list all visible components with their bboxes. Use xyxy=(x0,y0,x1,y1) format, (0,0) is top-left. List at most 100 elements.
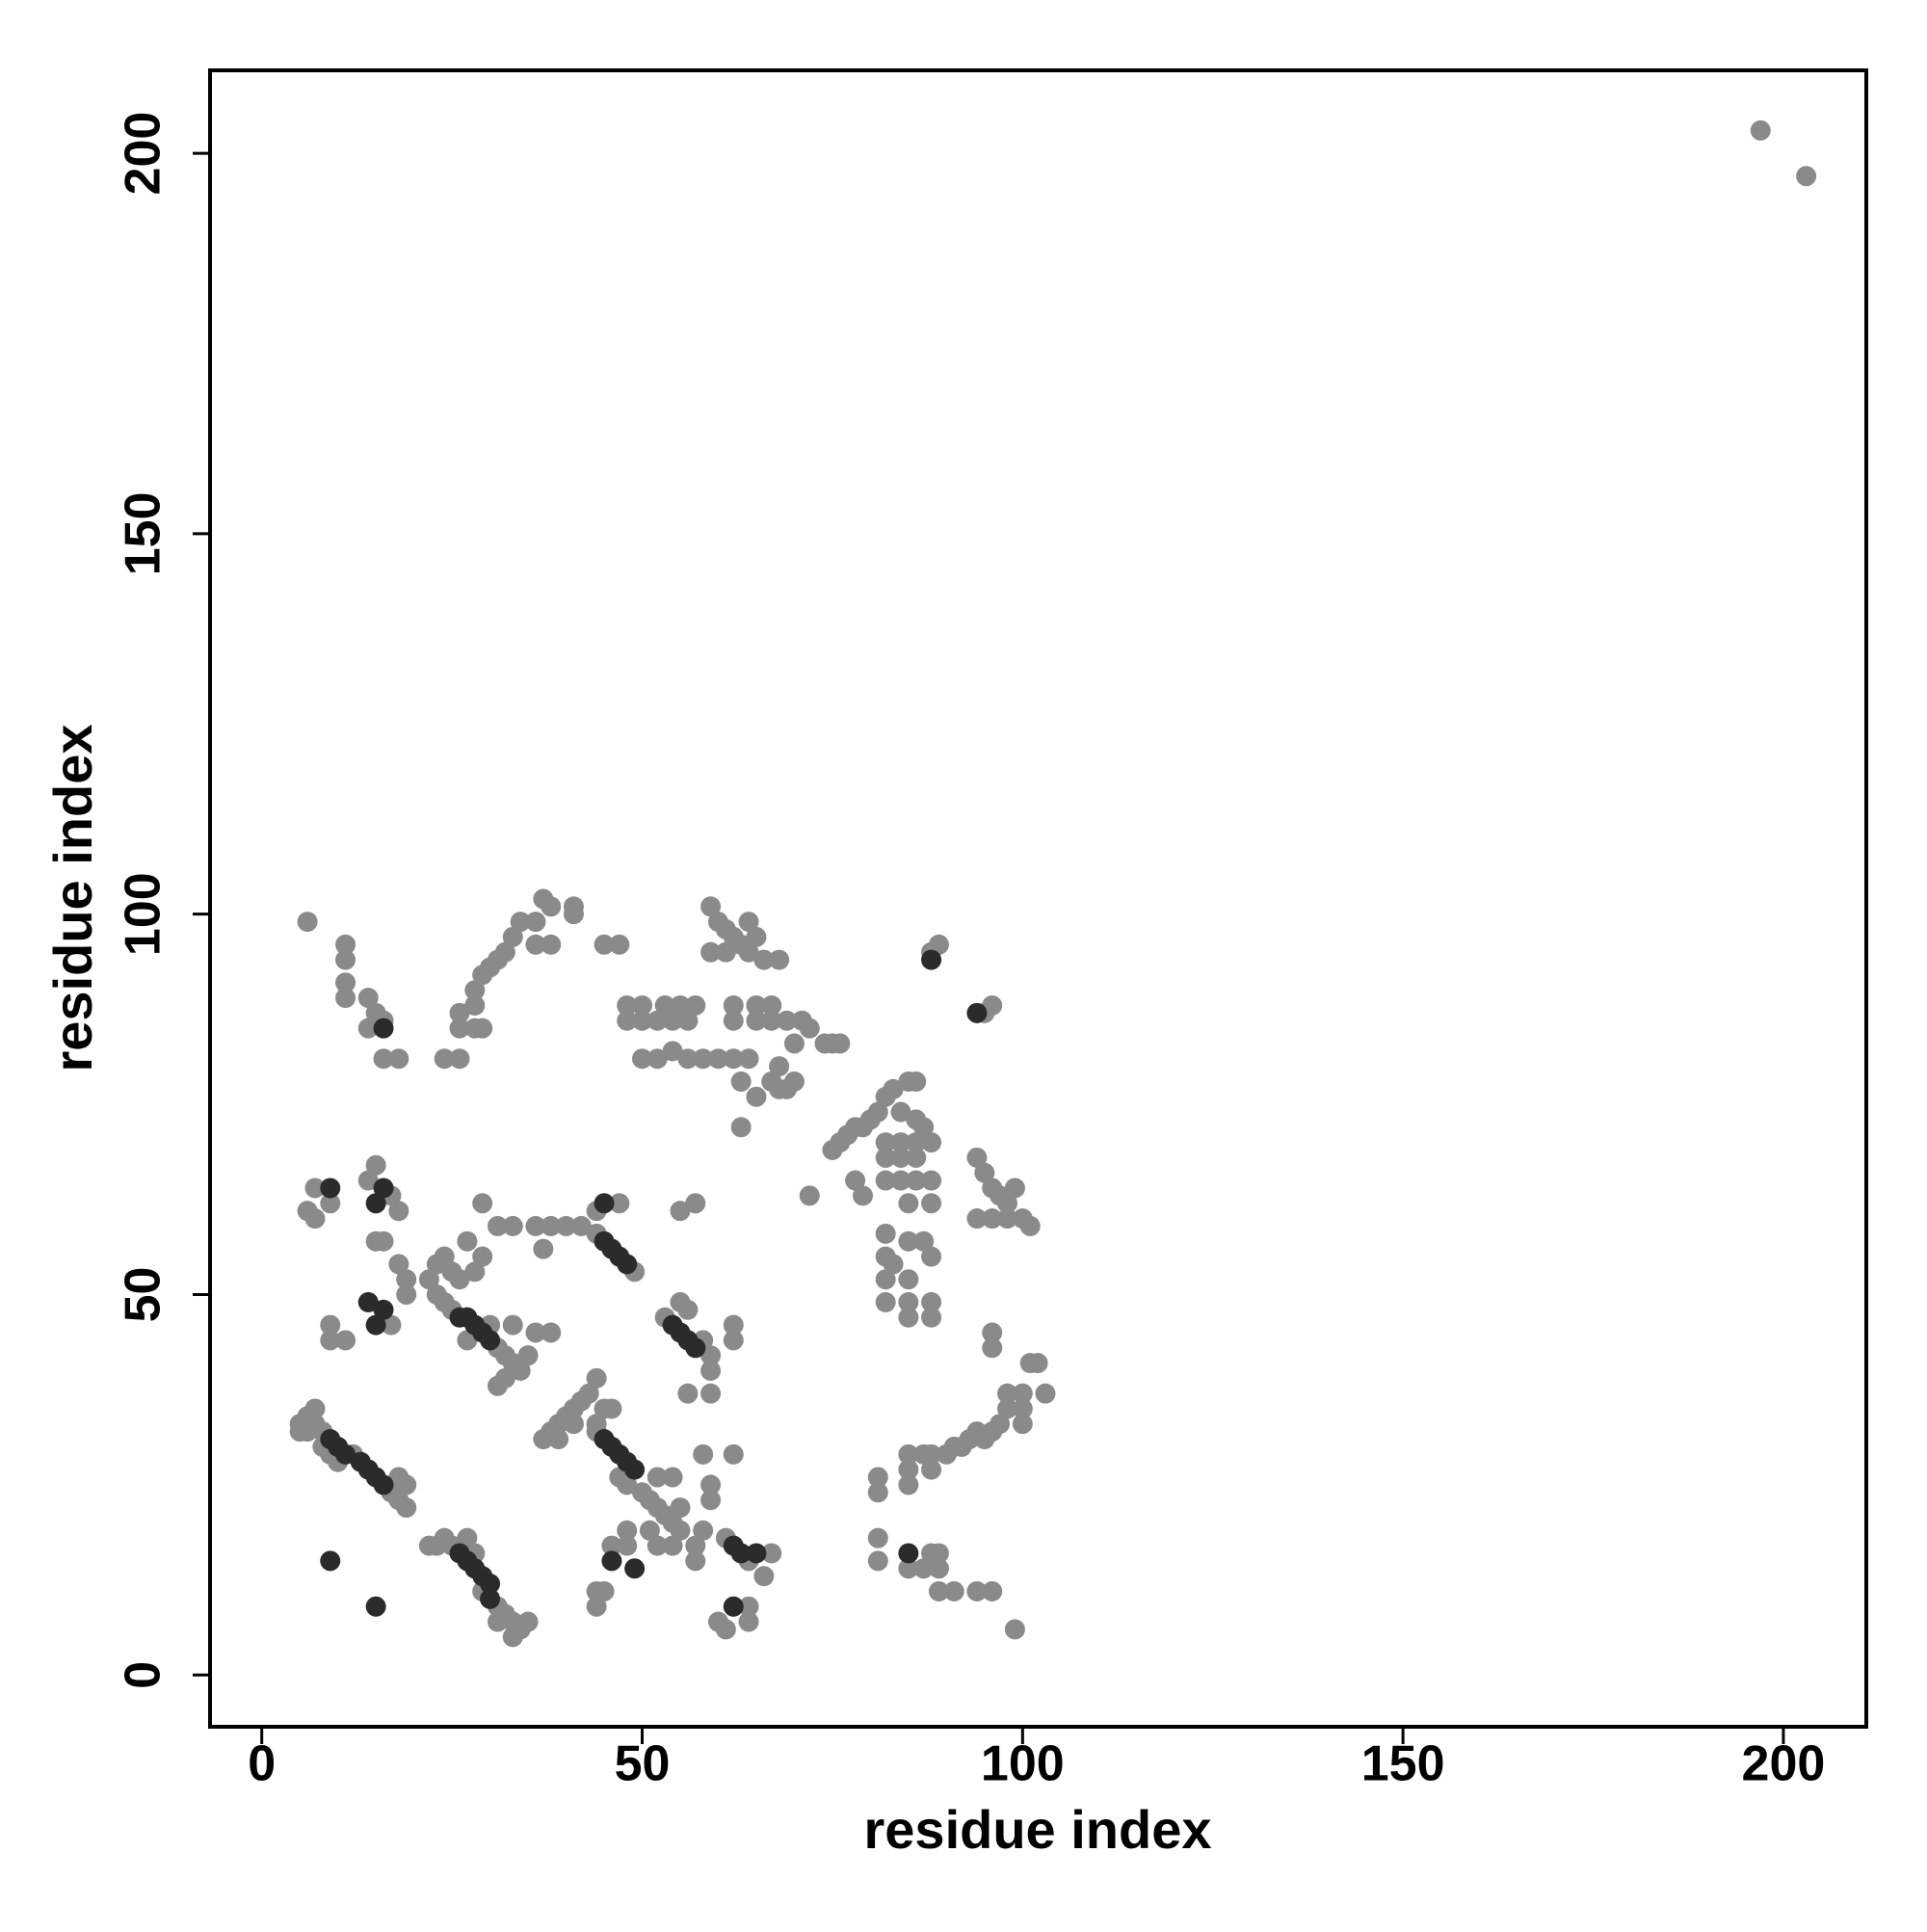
point xyxy=(746,926,767,947)
point xyxy=(898,1459,919,1480)
point xyxy=(685,1193,706,1214)
point xyxy=(890,1147,911,1168)
point xyxy=(738,912,759,933)
point xyxy=(381,1314,402,1336)
point xyxy=(335,972,356,993)
point xyxy=(373,1018,394,1039)
point xyxy=(480,1330,501,1351)
point xyxy=(928,1543,949,1564)
point xyxy=(723,1048,744,1070)
point xyxy=(601,1535,622,1556)
point xyxy=(320,1193,341,1214)
point xyxy=(541,1215,562,1236)
point xyxy=(921,1246,942,1267)
point xyxy=(830,1033,851,1054)
point xyxy=(1750,119,1771,141)
point xyxy=(761,1543,782,1564)
point xyxy=(357,1291,379,1312)
point xyxy=(320,1330,341,1351)
point xyxy=(373,1474,394,1495)
point xyxy=(700,1474,722,1495)
point xyxy=(647,1535,668,1556)
point xyxy=(677,1383,699,1404)
point xyxy=(982,1322,1003,1343)
point xyxy=(997,1208,1018,1230)
point xyxy=(541,1322,562,1343)
point xyxy=(898,1307,919,1328)
point xyxy=(723,1330,744,1351)
point xyxy=(715,1619,736,1640)
point xyxy=(594,1580,615,1601)
point xyxy=(373,1048,394,1070)
point xyxy=(357,988,379,1009)
point xyxy=(563,904,584,925)
point xyxy=(541,934,562,955)
point xyxy=(875,1147,896,1168)
point xyxy=(700,1360,722,1381)
point xyxy=(365,1193,386,1214)
point xyxy=(966,1580,988,1601)
point xyxy=(769,1056,790,1077)
point xyxy=(533,1238,554,1259)
point xyxy=(487,1611,508,1632)
point xyxy=(1796,166,1817,187)
point xyxy=(632,994,653,1016)
point xyxy=(594,1193,615,1214)
point xyxy=(700,1383,722,1404)
point xyxy=(464,980,486,1001)
point xyxy=(685,1550,706,1572)
point xyxy=(297,912,318,933)
point xyxy=(921,1307,942,1328)
point xyxy=(921,1132,942,1153)
point xyxy=(670,1291,691,1312)
point xyxy=(898,1269,919,1290)
point xyxy=(852,1185,873,1206)
point xyxy=(670,1520,691,1541)
point xyxy=(662,1535,683,1556)
x-tick-label: 100 xyxy=(981,1736,1065,1792)
point xyxy=(632,1048,653,1070)
point xyxy=(974,1162,995,1183)
point xyxy=(906,1071,927,1092)
point xyxy=(373,1299,394,1320)
point xyxy=(396,1497,417,1519)
point xyxy=(738,1048,759,1070)
point xyxy=(982,994,1003,1016)
point xyxy=(997,1398,1018,1419)
point xyxy=(365,1154,386,1176)
point xyxy=(449,1048,470,1070)
point xyxy=(746,1010,767,1031)
point xyxy=(617,994,638,1016)
point xyxy=(738,1611,759,1632)
point xyxy=(480,1588,501,1609)
point xyxy=(799,1018,820,1039)
point xyxy=(639,1520,660,1541)
point xyxy=(320,1550,341,1572)
point xyxy=(647,1048,668,1070)
point xyxy=(906,1170,927,1191)
point xyxy=(365,1314,386,1336)
y-tick-label: 200 xyxy=(116,112,172,196)
point xyxy=(365,1596,386,1617)
point xyxy=(898,1443,919,1465)
point xyxy=(617,1254,638,1275)
point xyxy=(563,1414,584,1435)
point xyxy=(457,1231,478,1252)
point xyxy=(723,1596,744,1617)
point xyxy=(617,1520,638,1541)
point xyxy=(632,1010,653,1031)
point xyxy=(502,926,523,947)
x-axis-title: residue index xyxy=(863,1799,1211,1860)
point xyxy=(449,1018,470,1039)
point xyxy=(707,1048,728,1070)
point xyxy=(357,1018,379,1039)
point xyxy=(746,1086,767,1107)
point xyxy=(472,1246,493,1267)
point xyxy=(670,1201,691,1222)
point xyxy=(502,1314,523,1336)
x-tick-label: 150 xyxy=(1361,1736,1445,1792)
point xyxy=(761,1010,782,1031)
point xyxy=(464,994,486,1016)
point xyxy=(472,1193,493,1214)
point xyxy=(487,1215,508,1236)
